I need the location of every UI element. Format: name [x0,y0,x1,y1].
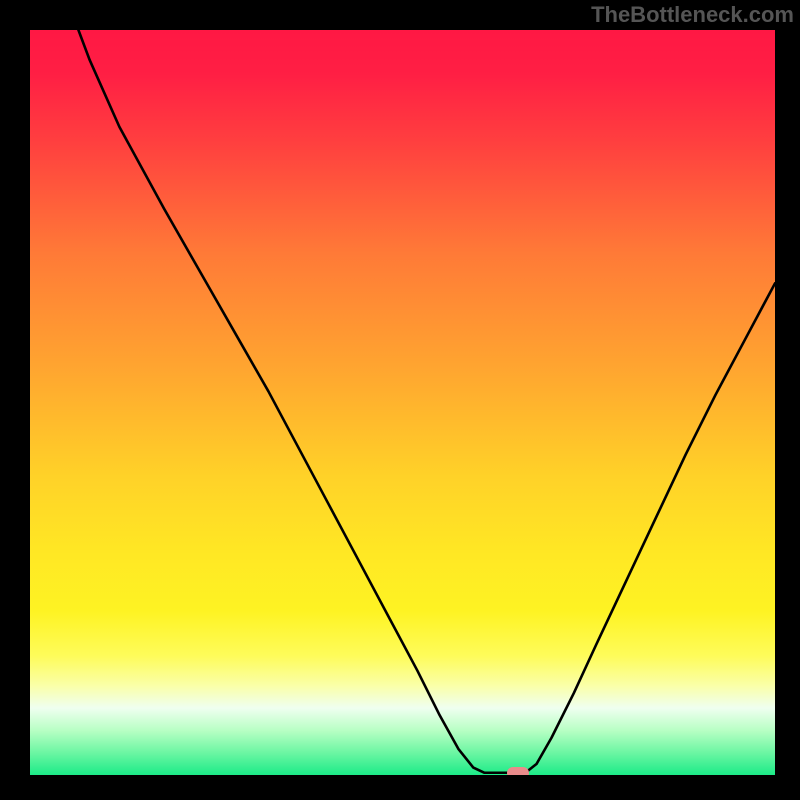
curve-path [78,30,775,773]
bottleneck-curve [30,30,775,775]
watermark-text: TheBottleneck.com [591,2,794,28]
plot-area [30,30,775,775]
chart-container: TheBottleneck.com [0,0,800,800]
valley-marker [507,767,529,775]
